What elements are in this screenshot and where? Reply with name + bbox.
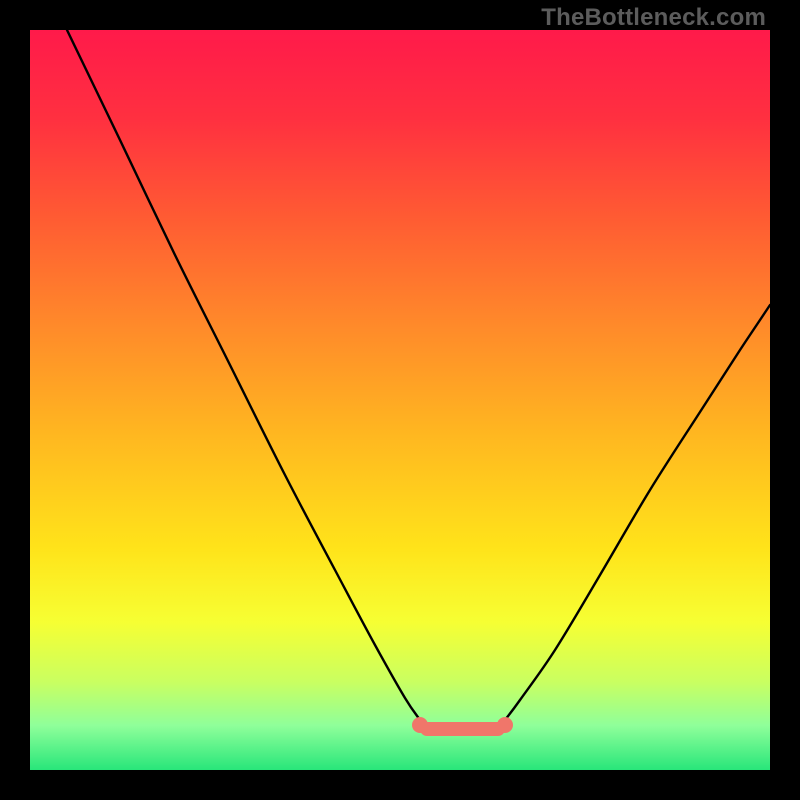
bottleneck-curve-left (67, 30, 420, 720)
valley-band-bar (420, 722, 505, 736)
watermark-text: TheBottleneck.com (541, 4, 766, 32)
plot-area (30, 30, 770, 770)
valley-band-left-cap (412, 717, 428, 733)
curve-layer (30, 30, 770, 770)
valley-band-right-cap (497, 717, 513, 733)
bottleneck-curve-right (505, 305, 770, 720)
